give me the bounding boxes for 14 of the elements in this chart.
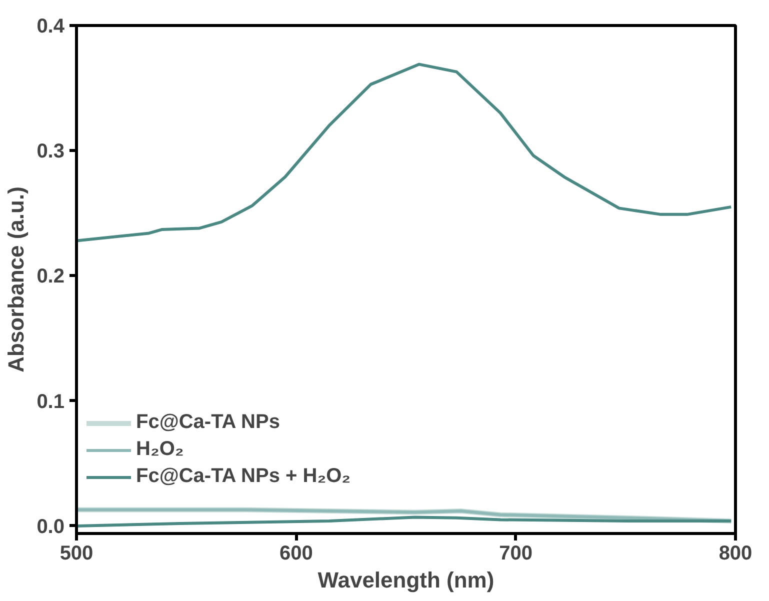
legend-label: H₂O₂ [136,438,184,461]
y-tick-label: 0.1 [36,390,65,413]
x-axis-title: Wavelength (nm) [318,568,494,592]
y-axis-title: Absorbance (a.u.) [4,186,29,372]
legend-label: Fc@Ca-TA NPs + H₂O₂ [136,465,351,488]
x-tick-label: 700 [499,542,533,564]
x-tick-label: 600 [279,542,313,564]
x-tick-label: 800 [718,542,752,564]
y-tick-label: 0.2 [36,266,65,288]
legend-label: Fc@Ca-TA NPs [136,411,280,434]
y-tick-label: 0.0 [36,516,65,538]
y-tick-label: 0.4 [36,16,66,38]
y-tick-label: 0.3 [36,140,65,163]
x-tick-label: 500 [60,542,94,564]
